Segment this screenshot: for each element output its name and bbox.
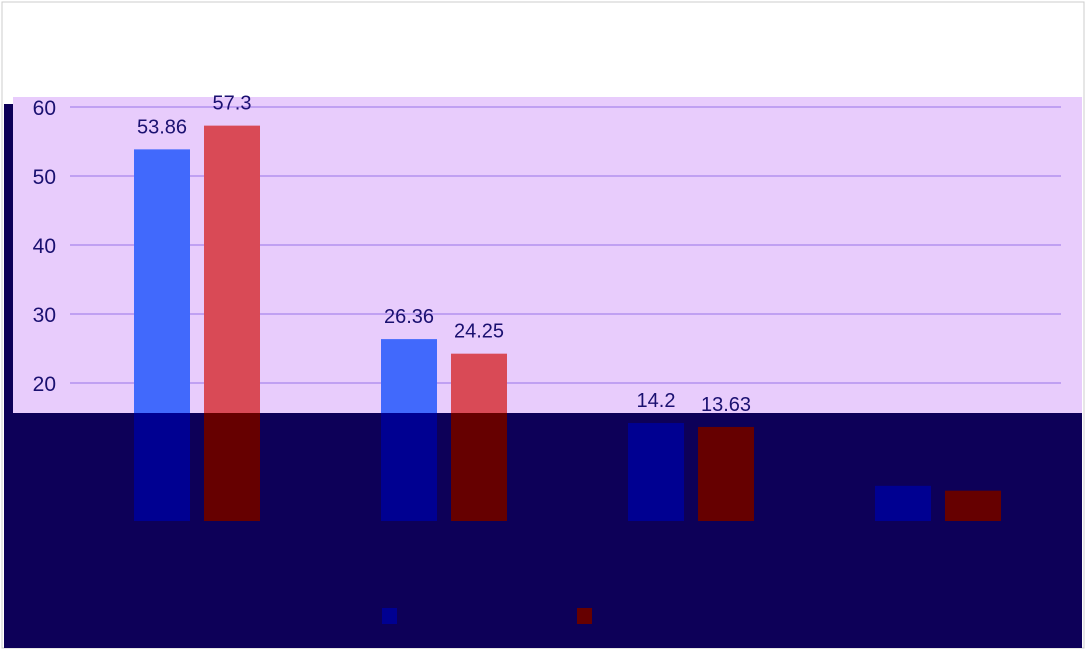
y-tick-label: 50 [33, 166, 56, 189]
bar-s1-c2-lower [381, 413, 437, 521]
bar-s1-c4 [875, 485, 931, 521]
legend [382, 608, 592, 624]
bar-s1-c3 [628, 423, 684, 521]
bar-s2-c1-lower [204, 413, 260, 521]
y-tick-label: 40 [33, 235, 56, 258]
data-labels: 53.86 26.36 14.2 57.3 24.25 13.63 [137, 93, 751, 416]
bar-s1-c1 [134, 149, 190, 413]
y-tick-label: 60 [33, 97, 56, 120]
bar-s2-c3 [698, 426, 754, 521]
legend-swatch-series-1 [382, 608, 397, 624]
panel-light-extension [13, 404, 739, 413]
data-label: 26.36 [384, 306, 434, 328]
y-tick-label: 20 [33, 373, 56, 396]
y-tick-label: 30 [33, 304, 56, 327]
data-label: 57.3 [213, 93, 252, 115]
bars [134, 125, 1001, 521]
data-label: 53.86 [137, 116, 187, 138]
bar-s2-c4 [945, 490, 1001, 521]
panel-light [13, 97, 1082, 413]
bar-s1-c1-lower [134, 413, 190, 521]
y-axis-ticks: 20 30 40 50 60 [33, 97, 56, 396]
bar-s2-c1 [204, 125, 260, 413]
legend-swatch-series-2 [577, 608, 592, 624]
bar-s2-c2-lower [451, 413, 507, 521]
bar-s2-c2 [451, 353, 507, 413]
data-label: 24.25 [454, 321, 504, 343]
data-label: 14.2 [637, 390, 676, 412]
data-label: 13.63 [701, 394, 751, 416]
bar-s1-c2 [381, 339, 437, 413]
